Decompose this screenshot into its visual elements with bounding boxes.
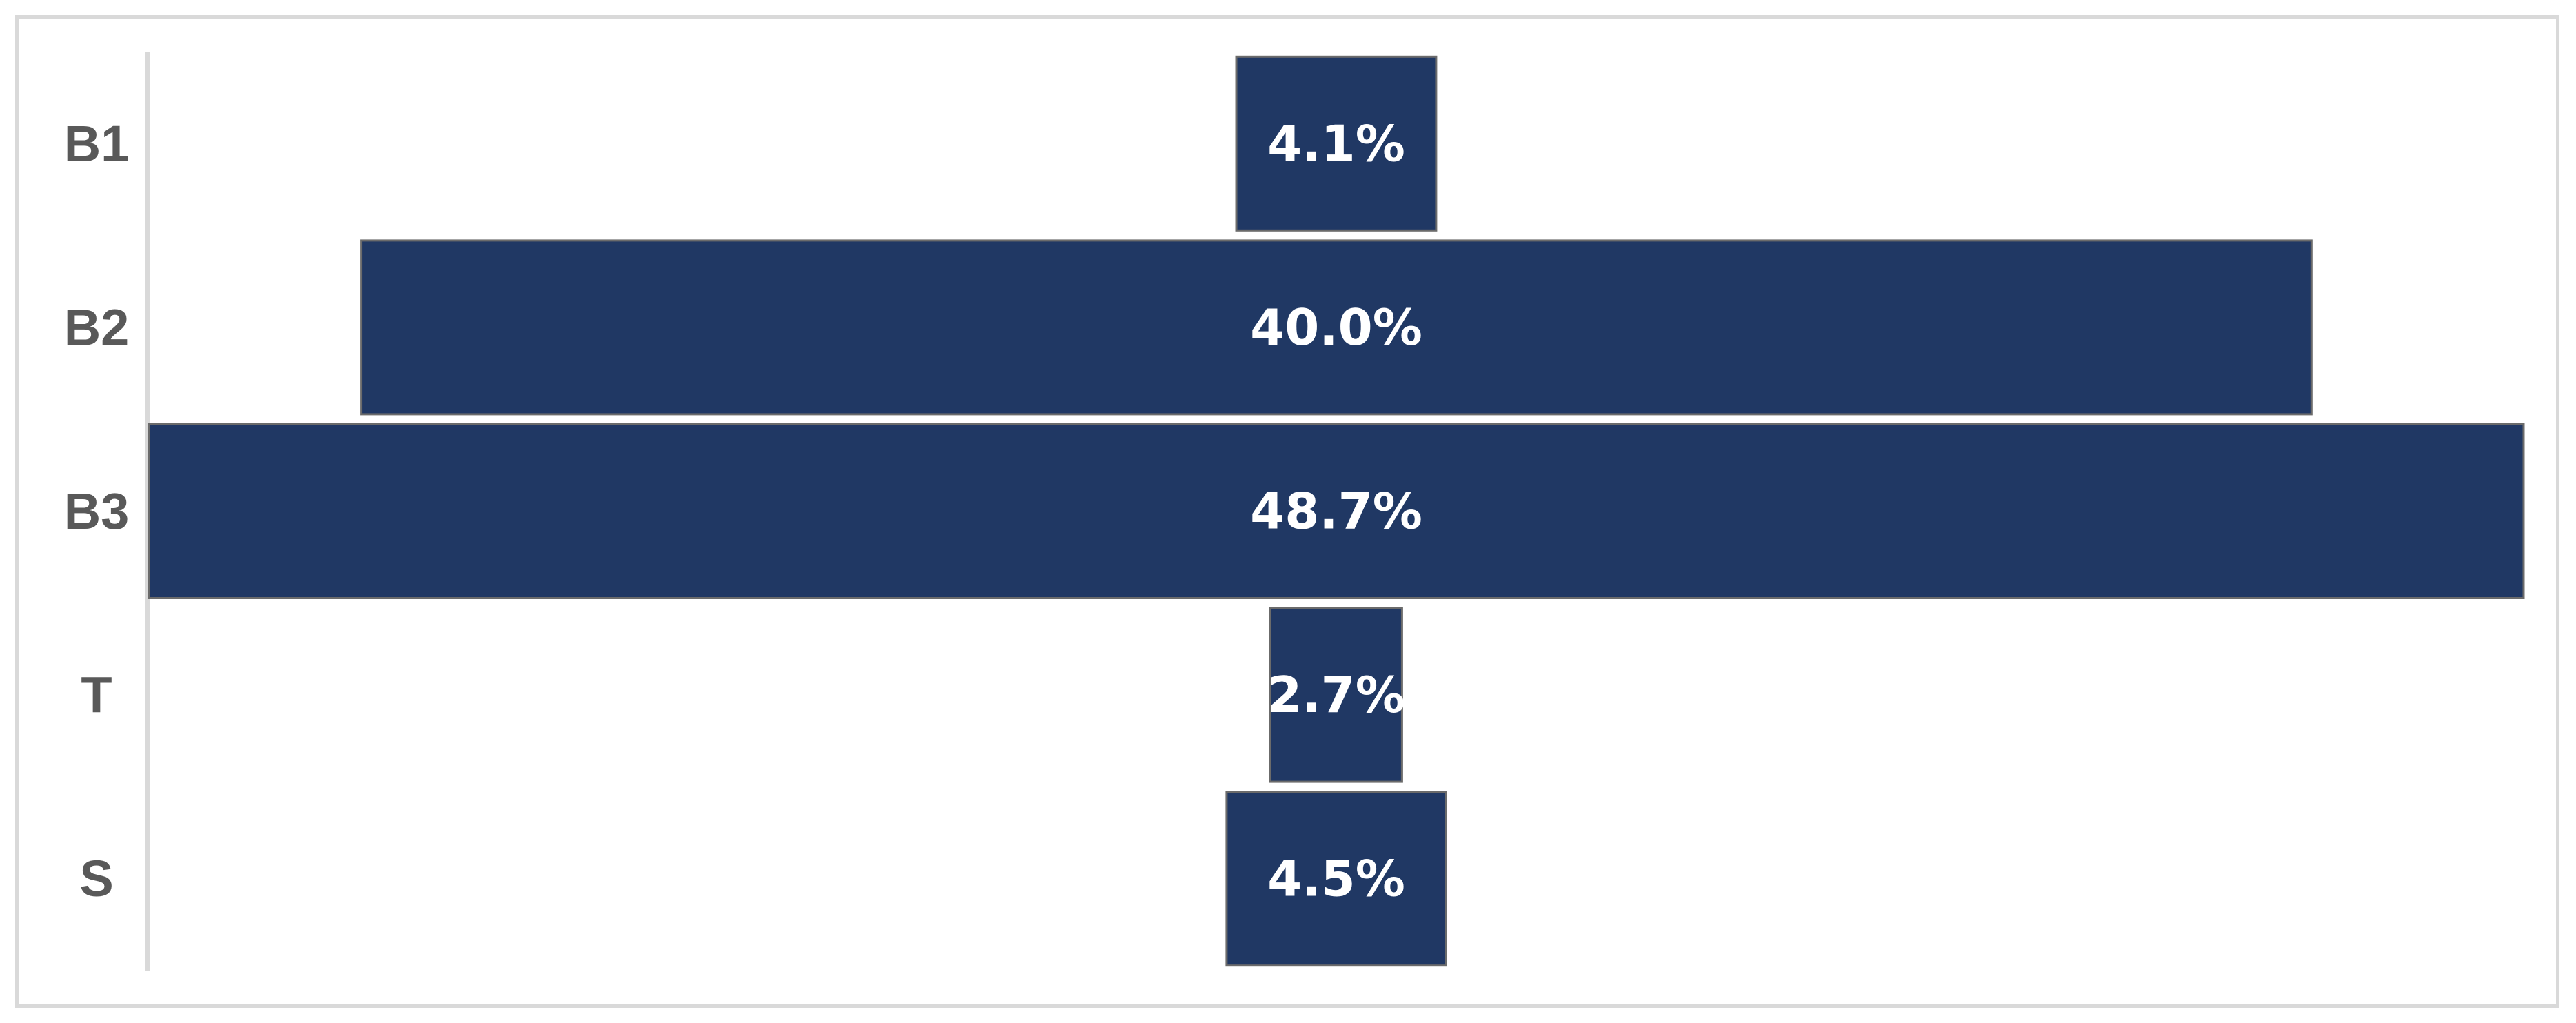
data-label-t: 2.7%	[1267, 666, 1405, 724]
data-label-b1: 4.1%	[1267, 114, 1405, 172]
category-label-b1: B1	[64, 115, 130, 172]
category-label-b3: B3	[64, 483, 130, 540]
bar-s	[1225, 791, 1447, 967]
category-label-s: S	[79, 850, 113, 907]
bar-b2	[360, 239, 2313, 416]
category-label-b2: B2	[64, 298, 130, 356]
labels-layer: 4.1% B1 40.0% B2 48.7% B3 2.7% T 4.5% S	[64, 114, 1422, 907]
category-label-t: T	[81, 667, 112, 724]
data-label-b2: 40.0%	[1250, 298, 1422, 356]
data-label-b3: 48.7%	[1250, 483, 1422, 540]
data-label-s: 4.5%	[1267, 850, 1405, 908]
bar-t	[1269, 607, 1403, 783]
bar-b3	[148, 423, 2525, 599]
bar-b1	[1235, 55, 1438, 232]
bars-layer	[148, 55, 2525, 967]
